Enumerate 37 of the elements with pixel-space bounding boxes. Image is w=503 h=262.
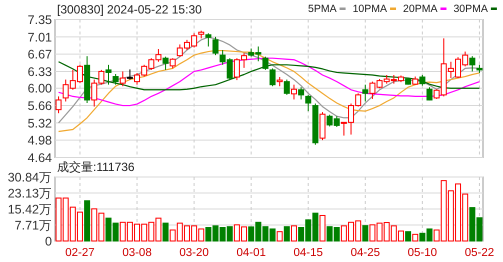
y-tick-label: 23.13万 (8, 186, 52, 200)
chart-title: 成交量:111736 (57, 160, 135, 174)
x-tick-label: 03-20 (179, 247, 209, 259)
chart-title: [300830] 2024-05-22 15:30 (57, 2, 202, 16)
x-tick-label: 05-22 (464, 247, 494, 259)
bar (320, 214, 326, 242)
y-tick-label: 30.84万 (8, 170, 52, 184)
x-tick-label: 04-25 (350, 247, 380, 259)
y-tick-label: 6.33 (28, 64, 52, 79)
legend-label: 10PMA (352, 3, 388, 15)
y-tick-label: 0 (45, 234, 52, 248)
y-tick-label: 5.66 (28, 99, 52, 114)
bar (276, 231, 283, 242)
bar (412, 234, 418, 242)
x-tick-label: 03-08 (122, 247, 152, 259)
y-tick-label: 15.42万 (8, 202, 52, 216)
y-tick-label: 5.32 (28, 116, 52, 130)
bar (405, 231, 412, 242)
y-tick-label: 4.64 (28, 151, 52, 165)
bar (162, 222, 169, 242)
y-tick-label: 6.67 (28, 48, 52, 62)
x-tick-label: 04-15 (294, 247, 323, 259)
legend-label: 30PMA (453, 3, 488, 15)
bar (290, 225, 297, 242)
bar (84, 200, 90, 242)
y-tick-label: 6.00 (28, 82, 52, 96)
y-tick-label: 7.01 (28, 30, 52, 44)
y-tick-label: 7.35 (28, 13, 52, 27)
legend-label: 20PMA (403, 3, 438, 15)
x-tick-label: 05-10 (408, 247, 438, 259)
legend-label: 5PMA (308, 3, 337, 15)
x-tick-label: 02-27 (65, 247, 95, 259)
x-tick-label: 04-01 (236, 247, 266, 259)
bar (362, 225, 368, 242)
y-tick-label: 7.71万 (14, 218, 52, 232)
bar (284, 226, 290, 242)
y-tick-label: 4.98 (28, 134, 52, 148)
